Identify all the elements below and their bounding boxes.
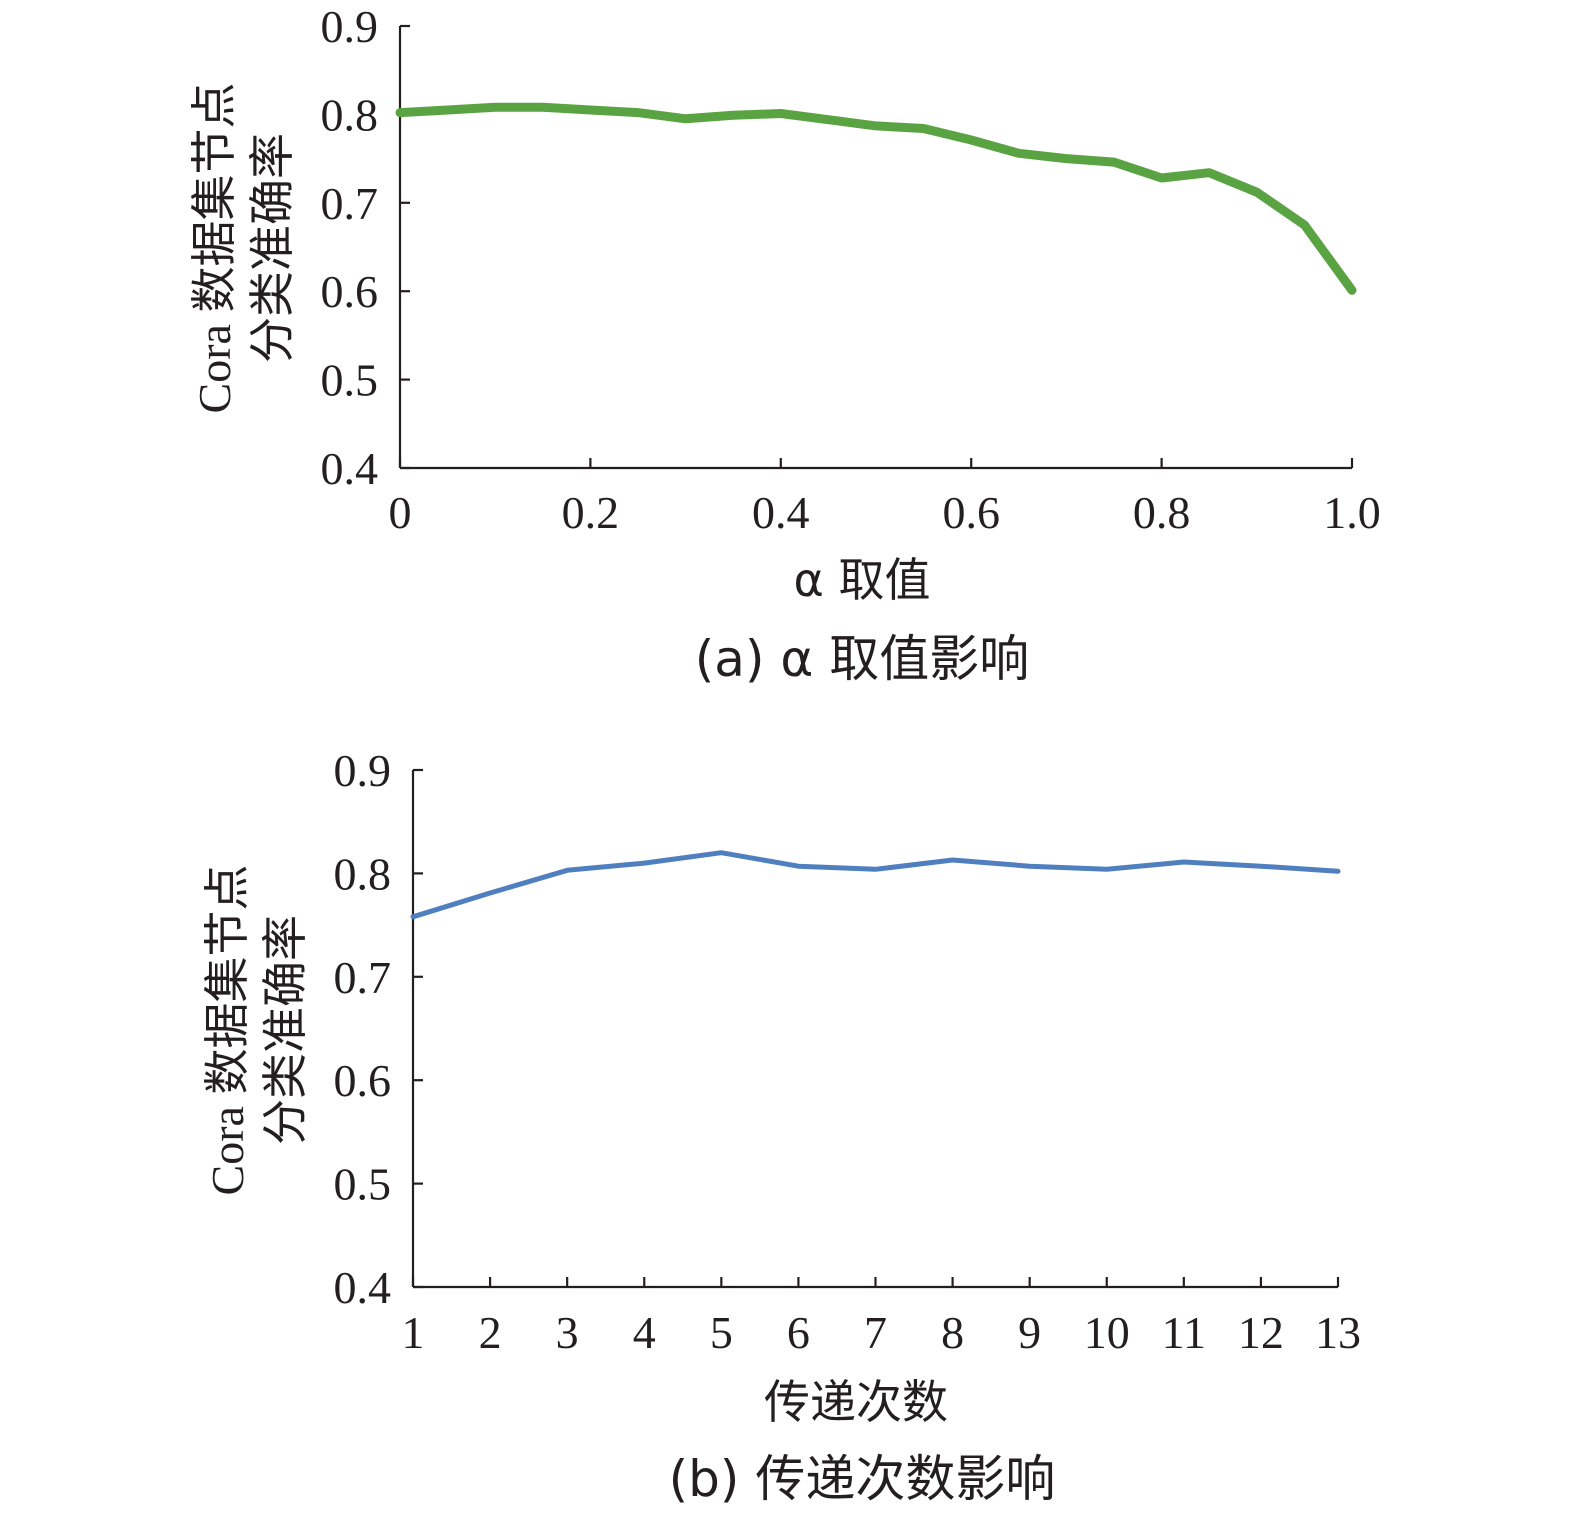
- x-tick-label: 0.6: [942, 487, 1000, 538]
- y-axis-title: 分类准确率: [245, 133, 299, 363]
- x-tick-label: 1: [402, 1307, 425, 1358]
- y-tick-label: 0.7: [321, 178, 379, 229]
- y-tick-label: 0.5: [321, 355, 379, 406]
- x-tick-label: 0.8: [1133, 487, 1191, 538]
- series-line: [395, 102, 1357, 295]
- x-tick-label: 1.0: [1323, 487, 1381, 538]
- panel-caption: (b) 传递次数影响: [669, 1450, 1056, 1508]
- y-tick-label: 0.9: [321, 1, 379, 52]
- y-tick-label: 0.6: [321, 266, 379, 317]
- x-tick-label: 0.2: [562, 487, 620, 538]
- x-tick-label: 10: [1084, 1307, 1130, 1358]
- y-tick-label: 0.6: [334, 1055, 392, 1106]
- x-axis-title: α 取值: [794, 553, 931, 607]
- y-axis-title-line-1: Cora 数据集节点: [189, 83, 240, 414]
- y-ticks: 0.4 0.5 0.6 0.7 0.8 0.9: [334, 745, 423, 1313]
- x-tick-label: 3: [556, 1307, 579, 1358]
- x-tick-label: 5: [710, 1307, 733, 1358]
- y-tick-label: 0.5: [334, 1159, 392, 1210]
- y-ticks: 0.4 0.5 0.6 0.7 0.8 0.9: [321, 1, 410, 494]
- y-axis-title: Cora 数据集节点: [202, 865, 253, 1196]
- x-ticks: 0 0.2 0.4 0.6 0.8 1.0: [389, 458, 1381, 538]
- panel-caption: (a) α 取值影响: [695, 630, 1029, 688]
- chart-panel-a: 0.4 0.5 0.6 0.7 0.8 0.9 0 0.2 0.4 0.6 0.8 1.0 Cora…: [189, 1, 1381, 688]
- y-axis-title-line-2: 分类准确率: [245, 133, 299, 363]
- y-axis-title: 分类准确率: [258, 915, 312, 1145]
- x-tick-label: 7: [864, 1307, 887, 1358]
- series-line: [410, 850, 1341, 920]
- y-axis-title: Cora 数据集节点: [189, 83, 240, 414]
- x-tick-label: 13: [1315, 1307, 1361, 1358]
- x-tick-label: 9: [1018, 1307, 1041, 1358]
- x-tick-label: 8: [941, 1307, 964, 1358]
- series-points: [399, 107, 1353, 291]
- y-axis-title-line-2: 分类准确率: [258, 915, 312, 1145]
- y-tick-label: 0.9: [334, 745, 392, 796]
- y-tick-label: 0.8: [321, 89, 379, 140]
- y-tick-label: 0.7: [334, 952, 392, 1003]
- x-tick-label: 6: [787, 1307, 810, 1358]
- series-points: [412, 852, 1339, 917]
- y-tick-label: 0.4: [334, 1262, 392, 1313]
- x-tick-label: 0: [389, 487, 412, 538]
- x-tick-label: 0.4: [752, 487, 810, 538]
- x-axis-title: 传递次数: [764, 1375, 948, 1429]
- x-tick-label: 11: [1162, 1307, 1206, 1358]
- x-tick-label: 4: [633, 1307, 656, 1358]
- chart-panel-b: 0.40.50.60.70.80.9 1 2 3 4 5 6 7 8 9 10 11 12 13 Cor…: [202, 745, 1361, 1508]
- y-axis-title-line-1: Cora 数据集节点: [202, 865, 253, 1196]
- y-tick-label: 0.4: [321, 443, 379, 494]
- x-ticks: 1 2 3 4 5 6 7 8 9 10 11 12 13: [402, 1277, 1361, 1358]
- x-tick-label: 2: [479, 1307, 502, 1358]
- x-tick-label: 12: [1238, 1307, 1284, 1358]
- y-tick-label: 0.8: [334, 848, 392, 899]
